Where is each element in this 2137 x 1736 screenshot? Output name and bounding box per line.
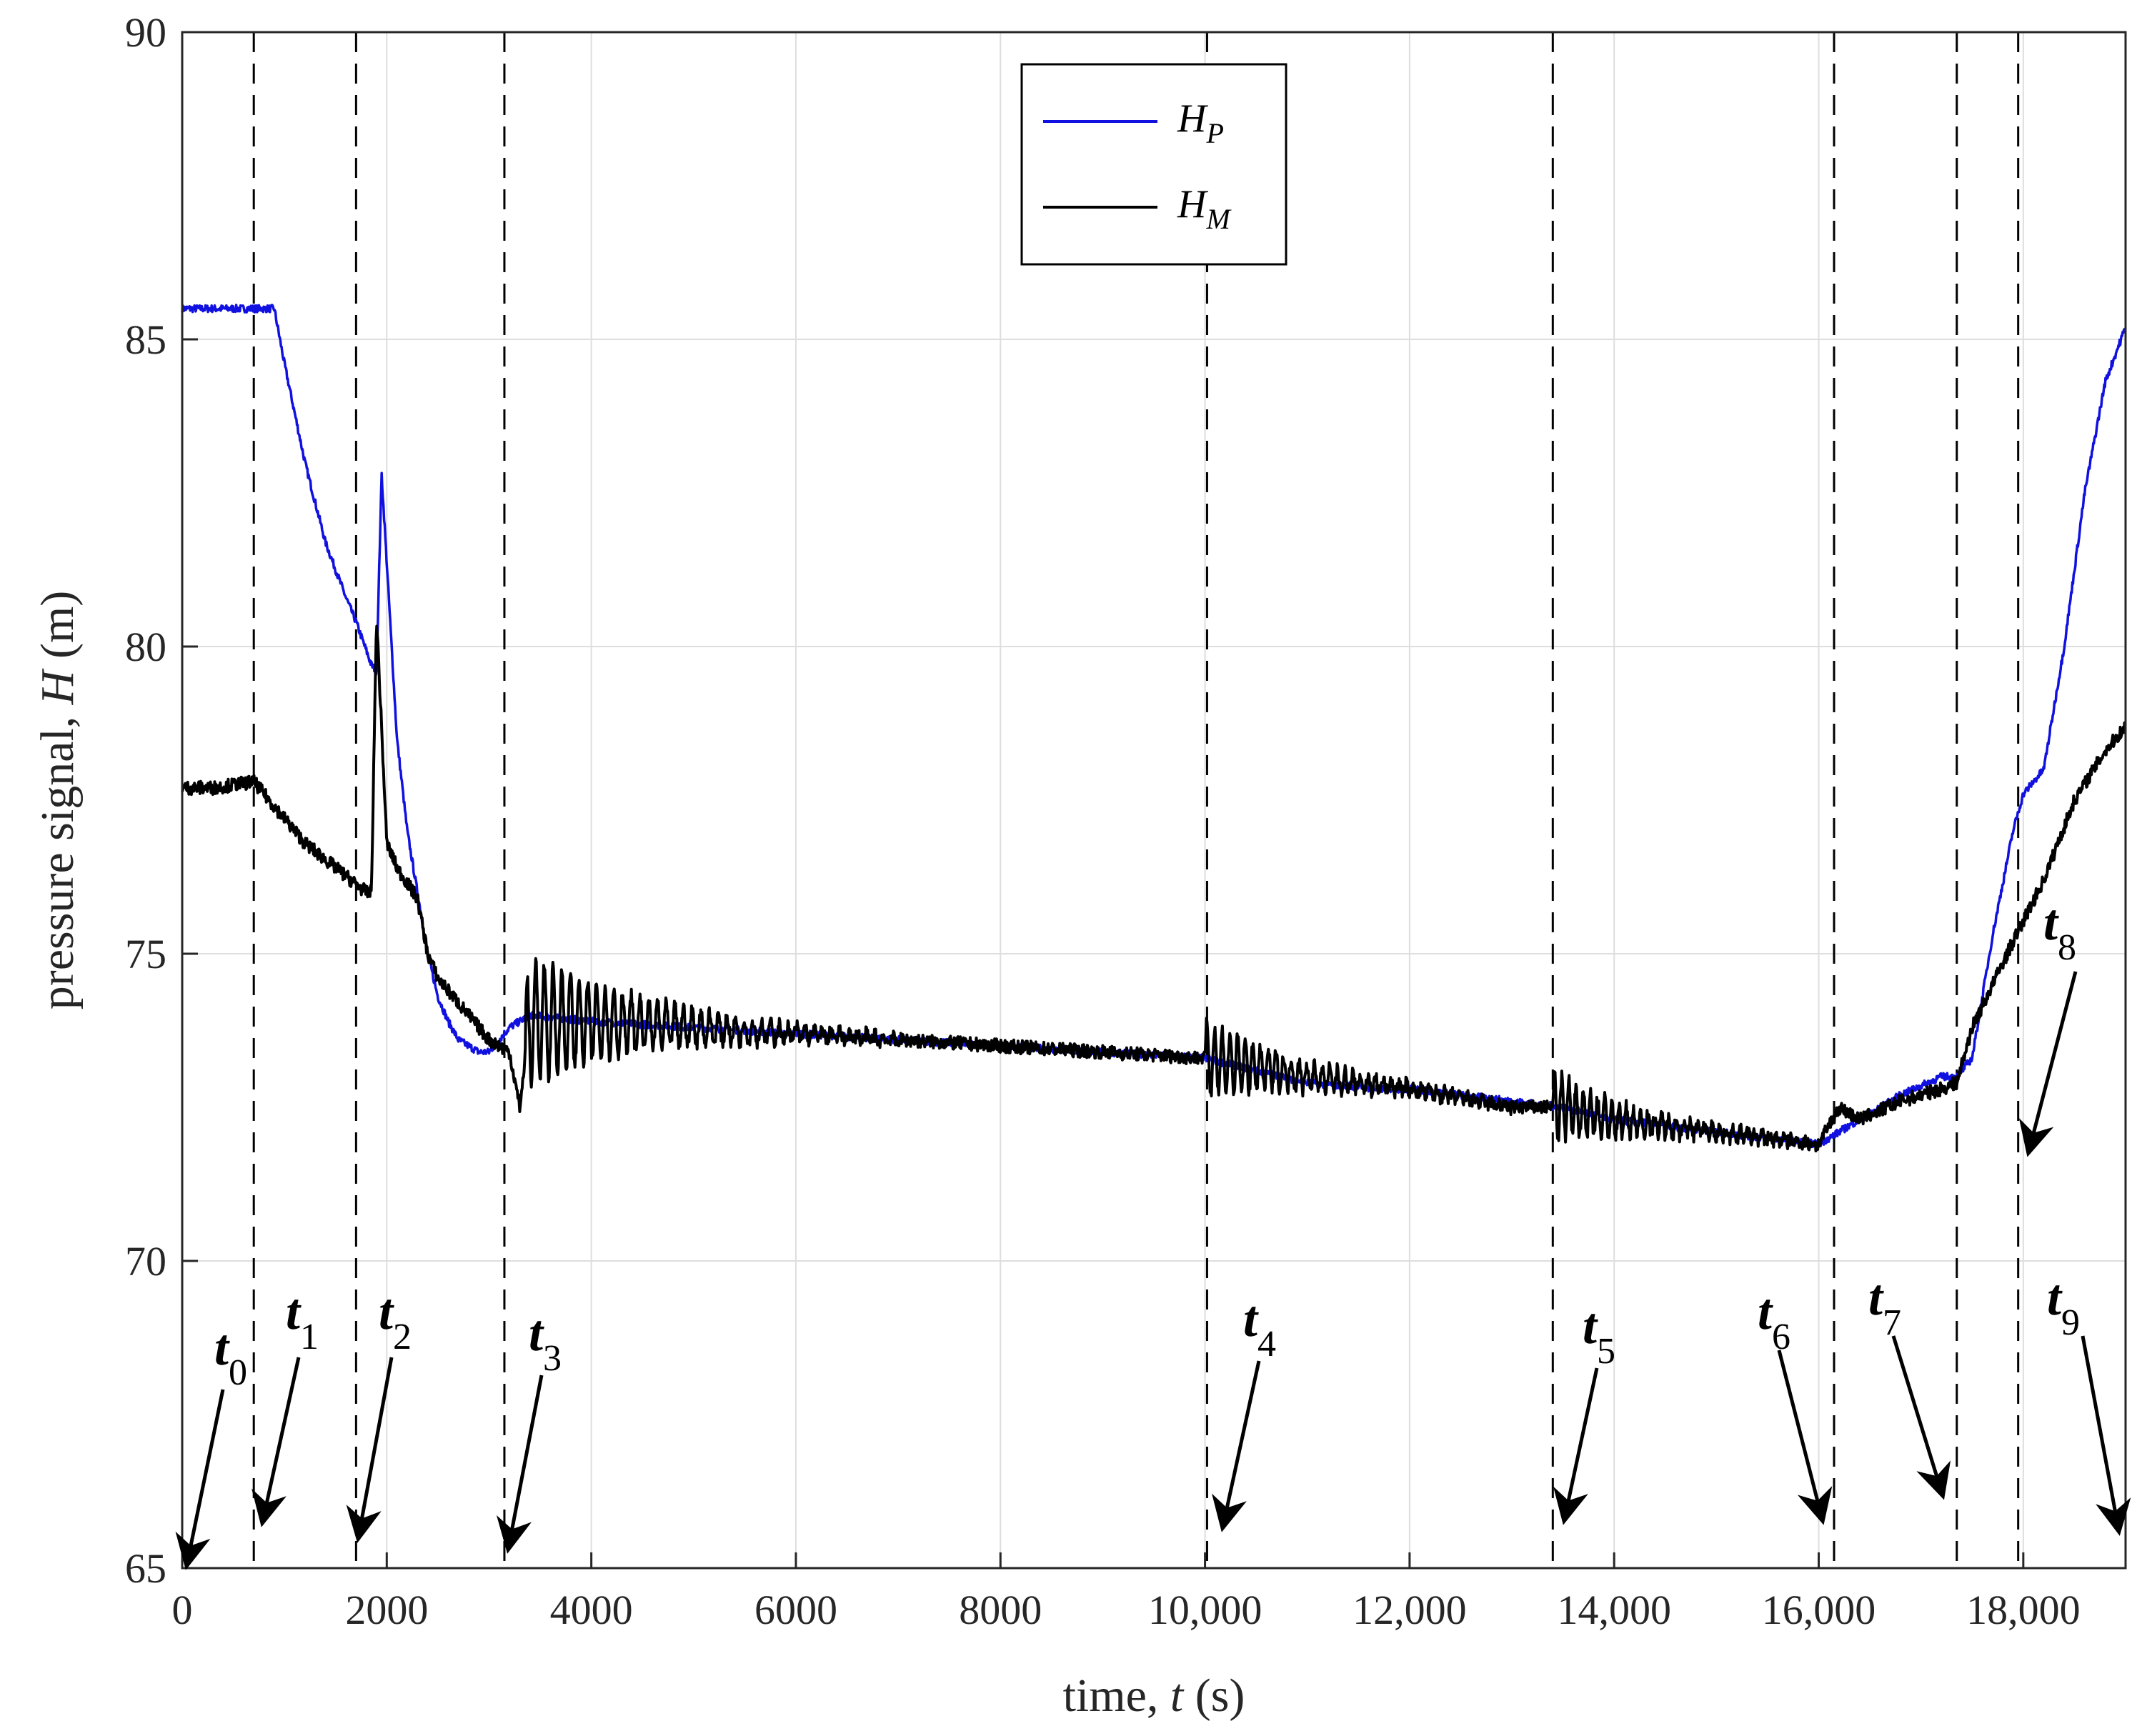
y-axis-ticks: 65 70 75 80 85 90 <box>125 9 198 1592</box>
y-tick-label: 65 <box>125 1545 166 1592</box>
event-arrow-t1 <box>251 1357 301 1527</box>
y-tick-label: 85 <box>125 316 166 363</box>
event-arrow-t8 <box>2018 971 2078 1157</box>
series-line-h-m <box>181 624 2127 1153</box>
event-label-t9: t9 <box>2047 1269 2131 1536</box>
svg-text:t3: t3 <box>529 1305 562 1379</box>
event-label-t6: t6 <box>1758 1283 1833 1525</box>
plot-frame <box>181 31 2127 1570</box>
event-label-t0: t0 <box>175 1319 247 1570</box>
event-label-t3: t3 <box>496 1305 562 1554</box>
x-tick-label: 2000 <box>345 1587 428 1633</box>
event-arrow-t9 <box>2081 1335 2131 1536</box>
event-label-t2: t2 <box>346 1283 412 1543</box>
event-arrow-t4 <box>1212 1360 1261 1532</box>
x-tick-label: 14,000 <box>1557 1587 1671 1633</box>
svg-text:t4: t4 <box>1243 1290 1276 1365</box>
x-tick-label: 4000 <box>550 1587 633 1633</box>
event-label-t5: t5 <box>1553 1297 1615 1525</box>
legend-entry-hp: HP <box>1177 96 1224 149</box>
event-label-t4: t4 <box>1212 1290 1276 1532</box>
x-tick-label: 0 <box>172 1587 193 1633</box>
svg-text:t2: t2 <box>379 1283 412 1357</box>
legend-entry-hm: HM <box>1177 182 1232 235</box>
svg-text:t1: t1 <box>286 1283 319 1357</box>
y-axis-label: pressure signal, H (m) <box>31 591 84 1010</box>
y-tick-label: 70 <box>125 1238 166 1284</box>
event-label-t1: t1 <box>251 1283 319 1527</box>
x-axis-ticks: 0 2000 4000 6000 8000 10,000 12,000 14,000 16,00… <box>172 1552 2081 1633</box>
event-arrow-t2 <box>346 1357 394 1543</box>
event-labels: t0 t1 t2 t3 t4 t5 t6 t7 t8 t9 <box>175 894 2131 1570</box>
y-tick-label: 75 <box>125 931 166 977</box>
svg-text:t7: t7 <box>1868 1269 1901 1343</box>
x-axis-label: time, t (s) <box>1063 1670 1245 1722</box>
event-label-t7: t7 <box>1868 1269 1951 1500</box>
x-tick-label: 16,000 <box>1762 1587 1876 1633</box>
x-tick-label: 12,000 <box>1353 1587 1467 1633</box>
svg-text:t0: t0 <box>214 1319 247 1393</box>
svg-text:t5: t5 <box>1583 1297 1615 1372</box>
y-tick-label: 80 <box>125 624 166 670</box>
x-tick-label: 18,000 <box>1966 1587 2081 1633</box>
x-tick-label: 8000 <box>959 1587 1042 1633</box>
legend-box <box>1020 63 1287 266</box>
series-layer <box>181 304 2127 1153</box>
event-arrow-t3 <box>496 1375 544 1554</box>
y-tick-label: 90 <box>125 9 166 56</box>
event-arrow-t6 <box>1777 1350 1833 1525</box>
event-arrow-t7 <box>1891 1335 1951 1500</box>
legend: HP HM <box>1020 63 1287 266</box>
event-arrow-t0 <box>175 1389 225 1570</box>
svg-text:t6: t6 <box>1758 1283 1790 1357</box>
svg-text:t8: t8 <box>2043 894 2076 968</box>
event-lines <box>252 32 2020 1568</box>
svg-text:t9: t9 <box>2047 1269 2080 1343</box>
event-label-t8: t8 <box>2018 894 2078 1157</box>
x-tick-label: 10,000 <box>1148 1587 1262 1633</box>
event-arrow-t5 <box>1553 1367 1599 1525</box>
x-tick-label: 6000 <box>754 1587 837 1633</box>
